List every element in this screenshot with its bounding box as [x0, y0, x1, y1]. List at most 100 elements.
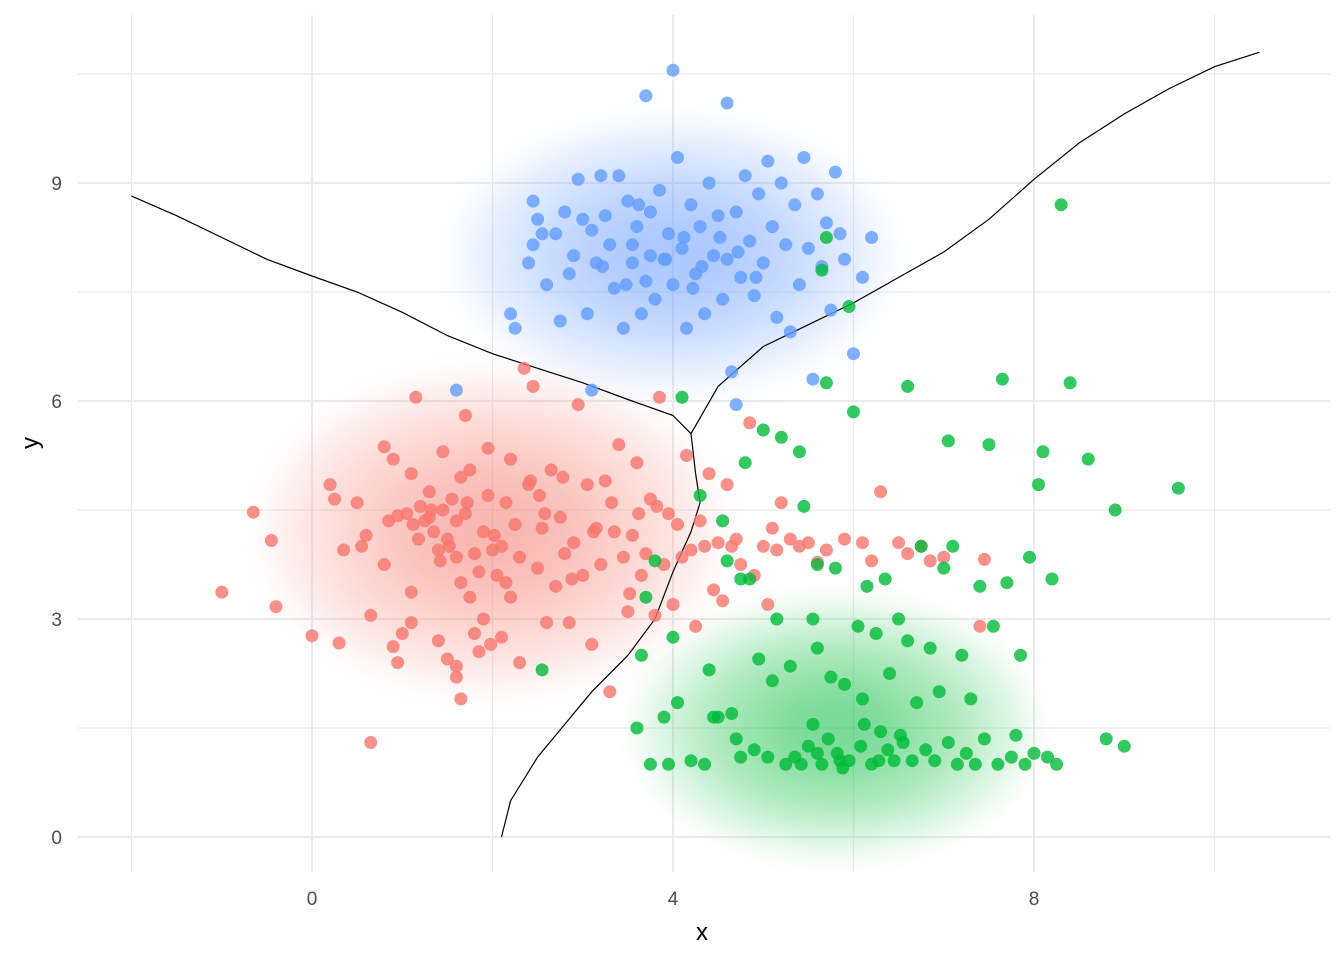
- data-point: [731, 245, 745, 259]
- data-point: [838, 677, 851, 691]
- data-point: [477, 612, 490, 626]
- data-point: [1063, 376, 1077, 390]
- data-point: [977, 732, 991, 746]
- data-point: [594, 169, 608, 183]
- data-point: [364, 736, 378, 749]
- data-point: [865, 231, 879, 244]
- data-point: [585, 223, 599, 237]
- data-point: [612, 169, 626, 183]
- data-point: [932, 685, 946, 699]
- data-point: [1036, 445, 1050, 459]
- data-point: [973, 619, 987, 633]
- data-point: [847, 347, 860, 361]
- data-point: [747, 743, 761, 757]
- data-point: [504, 452, 518, 466]
- data-point: [513, 550, 527, 564]
- data-point: [716, 594, 730, 608]
- data-point: [517, 361, 531, 375]
- data-point: [355, 539, 369, 553]
- data-point: [657, 710, 671, 724]
- data-point: [986, 619, 1000, 633]
- data-point: [639, 274, 653, 288]
- data-point: [711, 710, 725, 724]
- data-point: [639, 590, 653, 604]
- data-point: [783, 659, 797, 673]
- data-point: [540, 278, 554, 292]
- data-point: [819, 216, 833, 230]
- data-point: [468, 547, 481, 561]
- data-point: [460, 496, 474, 510]
- data-point: [666, 278, 680, 292]
- data-point: [634, 648, 648, 662]
- data-point: [1032, 478, 1045, 492]
- data-point: [738, 456, 752, 470]
- data-point: [535, 663, 549, 677]
- data-point: [878, 572, 892, 586]
- data-point: [612, 438, 626, 452]
- data-point: [937, 561, 951, 575]
- data-point: [819, 231, 833, 244]
- data-point: [680, 321, 693, 335]
- data-point: [905, 754, 919, 768]
- data-point: [662, 227, 675, 241]
- data-point: [1108, 503, 1122, 517]
- data-point: [404, 616, 418, 630]
- data-point: [881, 743, 895, 757]
- data-point: [833, 227, 847, 241]
- data-point: [761, 154, 775, 168]
- data-point: [531, 561, 545, 575]
- data-point: [761, 598, 775, 611]
- y-tick-label: 9: [51, 174, 62, 195]
- data-point: [616, 550, 630, 564]
- data-points: [215, 63, 1185, 775]
- data-point: [937, 550, 951, 564]
- data-point: [946, 539, 960, 553]
- data-point: [788, 198, 802, 212]
- data-point: [650, 499, 664, 513]
- data-point: [928, 754, 942, 768]
- data-point: [959, 746, 973, 760]
- data-point: [565, 572, 579, 586]
- data-point: [743, 234, 757, 248]
- data-point: [440, 652, 454, 666]
- data-point: [1004, 750, 1018, 764]
- data-point: [603, 685, 617, 699]
- data-point: [653, 390, 666, 404]
- data-point: [648, 554, 662, 568]
- data-point: [901, 379, 915, 393]
- data-point: [765, 674, 779, 688]
- data-point: [968, 757, 982, 771]
- data-point: [973, 579, 987, 593]
- data-point: [883, 667, 897, 680]
- data-point: [463, 463, 477, 477]
- data-point: [413, 499, 427, 513]
- data-point: [427, 525, 441, 539]
- data-point: [779, 238, 793, 252]
- data-point: [630, 456, 644, 470]
- data-point: [409, 390, 423, 404]
- data-point: [720, 96, 734, 110]
- data-point: [643, 249, 657, 263]
- data-point: [720, 554, 734, 568]
- data-point: [995, 372, 1009, 386]
- data-point: [801, 536, 815, 550]
- data-point: [422, 485, 436, 499]
- data-point: [484, 637, 498, 651]
- data-point: [707, 249, 721, 263]
- data-point: [269, 600, 283, 614]
- data-point: [854, 739, 868, 753]
- data-point: [716, 292, 730, 306]
- data-point: [815, 757, 829, 771]
- data-point: [616, 321, 630, 335]
- data-point: [720, 252, 734, 266]
- data-point: [634, 307, 648, 321]
- data-point: [463, 590, 477, 604]
- data-point: [558, 205, 572, 219]
- data-point: [449, 514, 463, 528]
- data-point: [659, 252, 673, 266]
- data-point: [747, 289, 761, 303]
- data-point: [477, 525, 490, 539]
- data-point: [806, 372, 820, 386]
- data-point: [323, 478, 337, 492]
- data-point: [433, 554, 447, 568]
